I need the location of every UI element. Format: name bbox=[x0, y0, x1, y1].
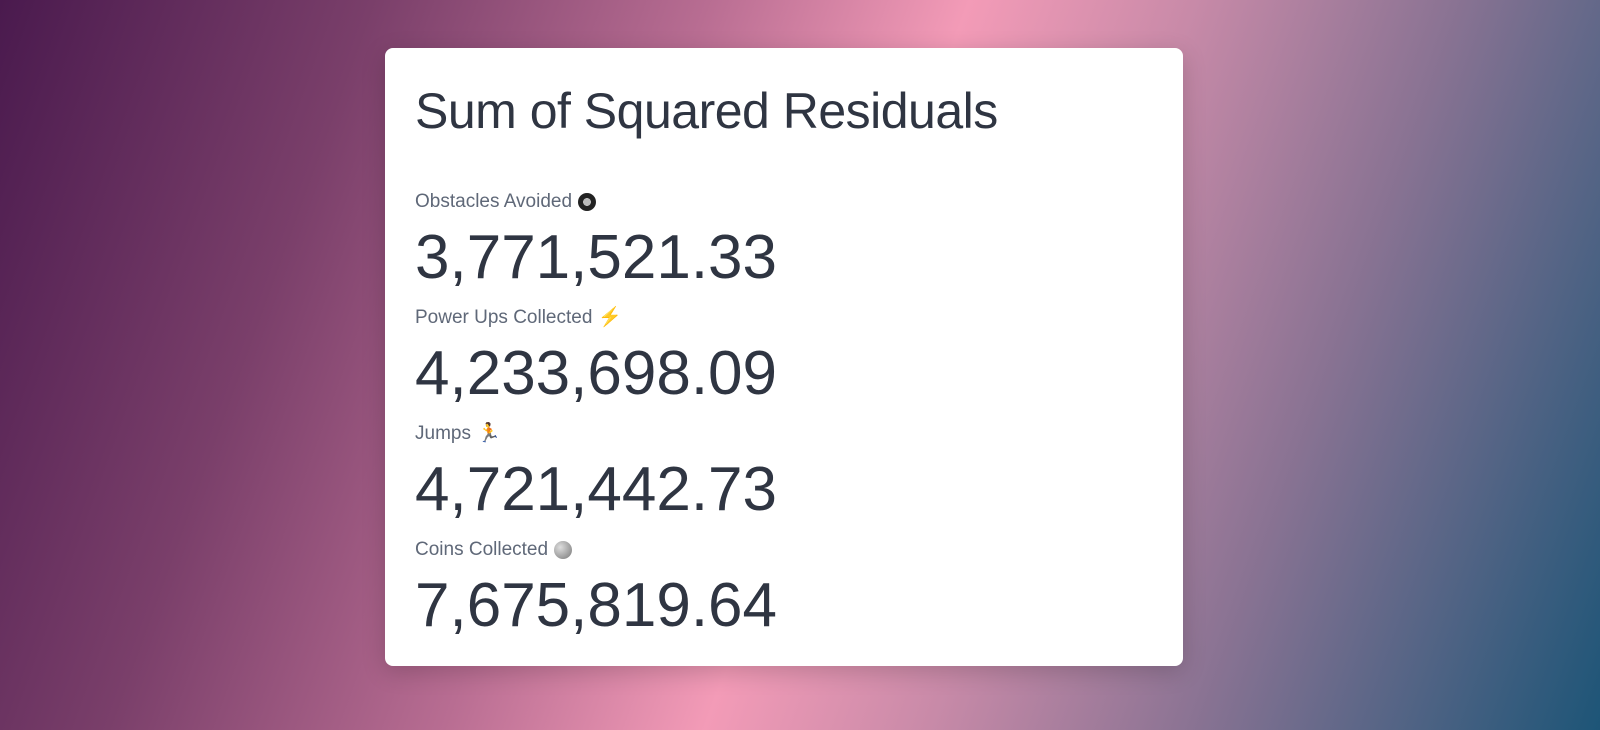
lightning-icon: ⚡ bbox=[598, 307, 623, 328]
stat-value: 7,675,819.64 bbox=[415, 571, 778, 640]
stat-obstacles-avoided: Obstacles Avoided 3,771,521.33 bbox=[415, 190, 1153, 298]
coin-icon bbox=[554, 541, 573, 559]
stat-jumps: Jumps 🏃 4,721,442.73 bbox=[415, 422, 1153, 530]
stat-coins-collected: Coins Collected 7,675,819.64 bbox=[415, 538, 1153, 646]
runner-icon: 🏃 bbox=[476, 423, 501, 444]
card-title: Sum of Squared Residuals bbox=[415, 83, 998, 139]
tire-icon bbox=[578, 193, 597, 211]
stats-card: Sum of Squared Residuals Obstacles Avoid… bbox=[385, 48, 1183, 666]
stat-power-ups-collected: Power Ups Collected ⚡ 4,233,698.09 bbox=[415, 306, 1153, 414]
stat-label: Jumps bbox=[415, 423, 471, 444]
stat-value: 3,771,521.33 bbox=[415, 223, 778, 292]
stat-label: Coins Collected bbox=[415, 539, 549, 560]
stat-label: Power Ups Collected bbox=[415, 307, 593, 328]
stat-value: 4,233,698.09 bbox=[415, 339, 778, 408]
stat-value: 4,721,442.73 bbox=[415, 455, 778, 524]
stat-label: Obstacles Avoided bbox=[415, 191, 573, 212]
